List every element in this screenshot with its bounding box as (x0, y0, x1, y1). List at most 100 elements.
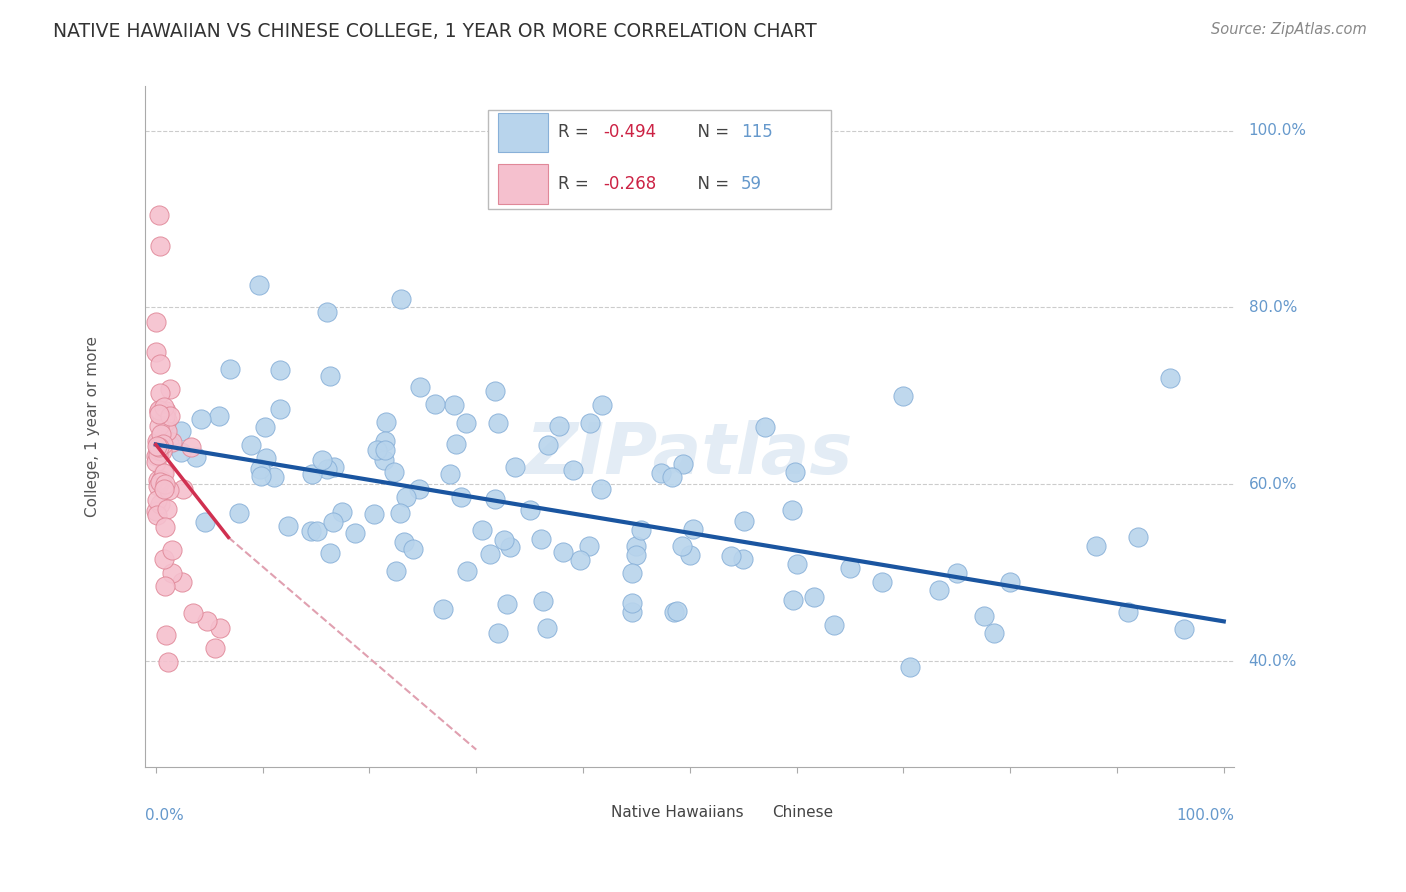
Point (322, 515, 344, 529)
Point (394, 535, 416, 549)
Point (307, 524, 329, 538)
Point (471, 524, 494, 538)
Point (219, 362, 242, 376)
Point (249, 462, 271, 476)
Point (148, 497, 170, 511)
Point (145, 449, 167, 463)
Point (898, 660, 921, 674)
Point (208, 621, 231, 635)
Point (983, 626, 1005, 640)
Point (194, 515, 217, 529)
Point (839, 561, 862, 575)
Point (499, 540, 522, 554)
Point (269, 363, 291, 377)
Point (823, 618, 845, 632)
Point (1116, 605, 1139, 619)
Text: N =: N = (686, 123, 734, 142)
Text: Source: ZipAtlas.com: Source: ZipAtlas.com (1211, 22, 1367, 37)
Point (496, 597, 519, 611)
Point (408, 380, 430, 394)
Point (391, 292, 413, 306)
Point (456, 564, 478, 578)
Point (148, 478, 170, 492)
Point (145, 503, 167, 517)
Point (486, 626, 509, 640)
Point (172, 483, 194, 497)
Point (402, 542, 425, 557)
Point (148, 442, 170, 456)
Point (146, 508, 169, 523)
Point (456, 416, 478, 430)
Point (330, 506, 353, 520)
Point (153, 400, 176, 414)
Point (269, 402, 291, 417)
Point (153, 520, 176, 534)
Point (946, 566, 969, 580)
Point (928, 582, 950, 597)
Point (160, 566, 183, 580)
Point (250, 468, 273, 483)
Point (650, 467, 672, 481)
Point (621, 596, 644, 610)
Point (626, 548, 648, 562)
Point (150, 474, 173, 488)
Point (408, 482, 430, 496)
Point (578, 539, 600, 553)
Point (661, 469, 683, 483)
Point (444, 436, 467, 450)
Text: Native Hawaiians: Native Hawaiians (612, 805, 744, 820)
Point (152, 444, 174, 458)
Point (170, 424, 193, 438)
Point (153, 415, 176, 429)
Point (672, 457, 695, 471)
Text: Chinese: Chinese (772, 805, 834, 820)
Point (322, 460, 344, 475)
Point (148, 208, 170, 222)
Point (160, 543, 183, 558)
Text: ZIPatlas: ZIPatlas (526, 419, 853, 489)
Point (479, 547, 502, 561)
Point (484, 491, 506, 506)
Point (186, 450, 208, 465)
Point (146, 434, 169, 449)
Point (145, 345, 167, 359)
Point (157, 437, 180, 451)
Text: -0.268: -0.268 (603, 175, 657, 194)
Point (150, 426, 173, 441)
Point (450, 490, 472, 504)
Point (181, 606, 204, 620)
Point (366, 443, 388, 458)
Point (247, 277, 270, 292)
Text: NATIVE HAWAIIAN VS CHINESE COLLEGE, 1 YEAR OR MORE CORRELATION CHART: NATIVE HAWAIIAN VS CHINESE COLLEGE, 1 YE… (53, 22, 817, 41)
Point (155, 477, 177, 491)
Point (160, 435, 183, 450)
Point (148, 441, 170, 455)
Point (782, 593, 804, 607)
Point (145, 439, 167, 453)
Point (591, 399, 613, 413)
Point (536, 621, 558, 635)
Point (374, 434, 396, 449)
Point (148, 404, 170, 418)
Point (531, 594, 554, 608)
Point (148, 407, 170, 421)
Point (159, 409, 181, 423)
Point (156, 413, 179, 427)
FancyBboxPatch shape (579, 802, 607, 825)
Point (1159, 371, 1181, 385)
Text: 60.0%: 60.0% (1249, 477, 1298, 491)
Text: 40.0%: 40.0% (1249, 654, 1296, 669)
Point (149, 357, 172, 371)
Point (277, 519, 299, 533)
Point (149, 238, 172, 252)
Point (666, 604, 689, 618)
Point (208, 409, 231, 424)
Point (803, 590, 825, 604)
Point (343, 525, 366, 540)
Text: 0.0%: 0.0% (145, 808, 184, 823)
Point (319, 546, 342, 560)
Point (148, 403, 170, 417)
Point (530, 532, 553, 546)
Point (682, 522, 704, 536)
Text: 59: 59 (741, 175, 762, 194)
